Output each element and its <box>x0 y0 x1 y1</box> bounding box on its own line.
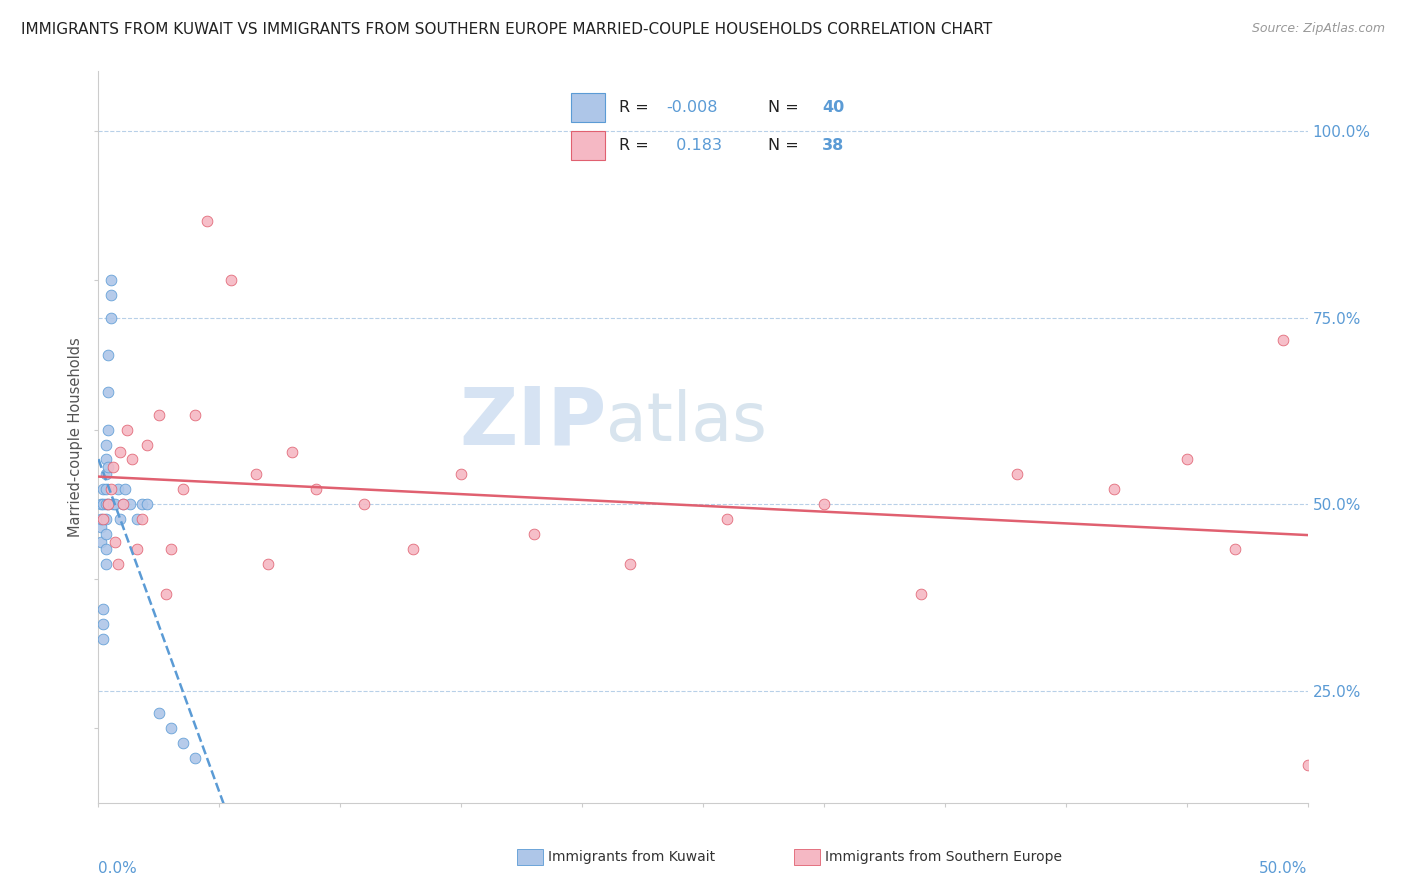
Point <box>127 512 149 526</box>
Point <box>523 527 546 541</box>
Point <box>127 542 149 557</box>
Point <box>402 542 425 557</box>
Point <box>118 497 141 511</box>
Point <box>97 423 120 437</box>
Point <box>97 459 120 474</box>
Point <box>90 497 112 511</box>
Point <box>160 721 183 735</box>
Point <box>94 467 117 482</box>
Point <box>101 459 124 474</box>
Point <box>94 452 117 467</box>
Point <box>155 587 177 601</box>
Point <box>94 497 117 511</box>
Point <box>1296 758 1319 772</box>
Point <box>813 497 835 511</box>
Point <box>108 512 131 526</box>
Point <box>111 497 134 511</box>
Point <box>1272 333 1295 347</box>
Point <box>450 467 472 482</box>
Point <box>281 445 304 459</box>
Point <box>184 751 207 765</box>
Point <box>94 542 117 557</box>
Point <box>94 527 117 541</box>
Point <box>1102 483 1125 497</box>
Point <box>195 213 218 227</box>
Point <box>353 497 375 511</box>
Point <box>100 483 122 497</box>
Point <box>111 497 134 511</box>
Point <box>97 348 120 362</box>
Y-axis label: Married-couple Households: Married-couple Households <box>67 337 83 537</box>
Text: atlas: atlas <box>606 390 768 456</box>
Point <box>305 483 328 497</box>
Point <box>91 483 114 497</box>
Point <box>148 706 170 721</box>
Point <box>619 557 641 571</box>
Point <box>135 437 157 451</box>
Point <box>108 445 131 459</box>
Point <box>135 497 157 511</box>
Text: Immigrants from Kuwait: Immigrants from Kuwait <box>548 850 716 864</box>
Point <box>100 310 122 325</box>
Point <box>1007 467 1029 482</box>
Text: ZIP: ZIP <box>458 384 606 461</box>
Point <box>90 519 112 533</box>
Point <box>107 557 129 571</box>
Point <box>97 385 120 400</box>
Point <box>94 557 117 571</box>
Point <box>90 512 112 526</box>
Point <box>94 512 117 526</box>
Point <box>91 616 114 631</box>
Point <box>91 512 114 526</box>
Point <box>131 512 153 526</box>
Point <box>91 601 114 615</box>
Point <box>97 497 120 511</box>
Point <box>221 273 243 287</box>
Point <box>131 497 153 511</box>
Point <box>121 452 143 467</box>
Point <box>91 632 114 646</box>
Point <box>910 587 932 601</box>
Point <box>100 273 122 287</box>
Text: 0.0%: 0.0% <box>98 862 138 876</box>
Point <box>1175 452 1198 467</box>
Point <box>107 483 129 497</box>
Text: Immigrants from Southern Europe: Immigrants from Southern Europe <box>825 850 1063 864</box>
Point <box>160 542 183 557</box>
Text: Source: ZipAtlas.com: Source: ZipAtlas.com <box>1251 22 1385 36</box>
Text: 50.0%: 50.0% <box>1260 862 1308 876</box>
Point <box>114 483 136 497</box>
Point <box>104 497 127 511</box>
Point <box>100 288 122 302</box>
Point <box>1223 542 1246 557</box>
Point <box>256 557 278 571</box>
Point <box>104 534 127 549</box>
Point <box>716 512 738 526</box>
Point <box>184 408 207 422</box>
Text: IMMIGRANTS FROM KUWAIT VS IMMIGRANTS FROM SOUTHERN EUROPE MARRIED-COUPLE HOUSEHO: IMMIGRANTS FROM KUWAIT VS IMMIGRANTS FRO… <box>21 22 993 37</box>
Point <box>172 736 194 750</box>
Point <box>90 534 112 549</box>
Point <box>148 408 170 422</box>
Point <box>172 483 194 497</box>
Point <box>94 437 117 451</box>
Point <box>97 497 120 511</box>
Point <box>117 423 139 437</box>
Point <box>101 497 124 511</box>
Point <box>94 483 117 497</box>
Point <box>91 497 114 511</box>
Point <box>245 467 267 482</box>
